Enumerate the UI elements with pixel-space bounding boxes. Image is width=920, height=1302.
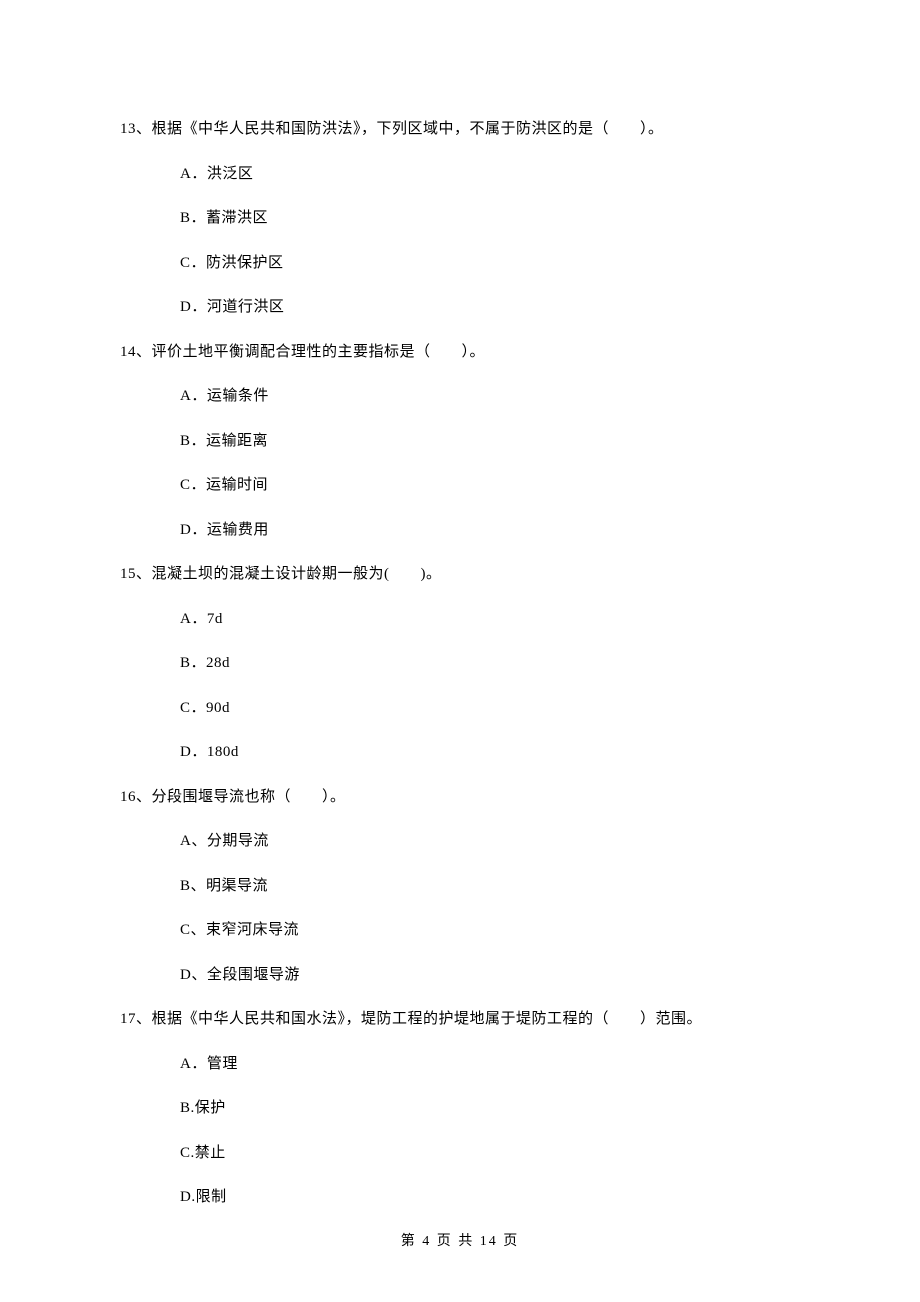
question-stem: 15、混凝土坝的混凝土设计龄期一般为( )。	[120, 563, 800, 586]
option-c: C.禁止	[180, 1142, 800, 1165]
question-number: 14、	[120, 344, 152, 360]
option-a: A．7d	[180, 608, 800, 631]
options-list: A．运输条件 B．运输距离 C．运输时间 D．运输费用	[120, 385, 800, 541]
option-c: C．防洪保护区	[180, 252, 800, 275]
question-number: 17、	[120, 1011, 152, 1027]
options-list: A．洪泛区 B．蓄滞洪区 C．防洪保护区 D．河道行洪区	[120, 163, 800, 319]
question-number: 16、	[120, 789, 152, 805]
option-b: B．运输距离	[180, 430, 800, 453]
options-list: A．管理 B.保护 C.禁止 D.限制	[120, 1053, 800, 1209]
option-b: B、明渠导流	[180, 875, 800, 898]
option-c: C、束窄河床导流	[180, 919, 800, 942]
question-14: 14、评价土地平衡调配合理性的主要指标是（ ）。 A．运输条件 B．运输距离 C…	[120, 341, 800, 542]
question-text: 根据《中华人民共和国防洪法》，下列区域中，不属于防洪区的是（ ）。	[152, 121, 664, 137]
option-d: D、全段围堰导游	[180, 964, 800, 987]
options-list: A．7d B．28d C．90d D．180d	[120, 608, 800, 764]
option-d: D．运输费用	[180, 519, 800, 542]
question-number: 13、	[120, 121, 152, 137]
question-13: 13、根据《中华人民共和国防洪法》，下列区域中，不属于防洪区的是（ ）。 A．洪…	[120, 118, 800, 319]
option-d: D.限制	[180, 1186, 800, 1209]
option-d: D．河道行洪区	[180, 296, 800, 319]
question-text: 分段围堰导流也称（ ）。	[152, 789, 346, 805]
option-b: B．28d	[180, 652, 800, 675]
question-stem: 14、评价土地平衡调配合理性的主要指标是（ ）。	[120, 341, 800, 364]
question-17: 17、根据《中华人民共和国水法》，堤防工程的护堤地属于堤防工程的（ ）范围。 A…	[120, 1008, 800, 1209]
question-text: 根据《中华人民共和国水法》，堤防工程的护堤地属于堤防工程的（ ）范围。	[152, 1011, 703, 1027]
option-a: A、分期导流	[180, 830, 800, 853]
option-b: B．蓄滞洪区	[180, 207, 800, 230]
option-a: A．洪泛区	[180, 163, 800, 186]
question-16: 16、分段围堰导流也称（ ）。 A、分期导流 B、明渠导流 C、束窄河床导流 D…	[120, 786, 800, 987]
page-content: 13、根据《中华人民共和国防洪法》，下列区域中，不属于防洪区的是（ ）。 A．洪…	[0, 0, 920, 1209]
option-b: B.保护	[180, 1097, 800, 1120]
page-footer: 第 4 页 共 14 页	[0, 1230, 920, 1250]
option-a: A．管理	[180, 1053, 800, 1076]
question-text: 混凝土坝的混凝土设计龄期一般为( )。	[152, 566, 442, 582]
option-c: C．运输时间	[180, 474, 800, 497]
option-a: A．运输条件	[180, 385, 800, 408]
question-stem: 16、分段围堰导流也称（ ）。	[120, 786, 800, 809]
options-list: A、分期导流 B、明渠导流 C、束窄河床导流 D、全段围堰导游	[120, 830, 800, 986]
question-number: 15、	[120, 566, 152, 582]
option-d: D．180d	[180, 741, 800, 764]
question-15: 15、混凝土坝的混凝土设计龄期一般为( )。 A．7d B．28d C．90d …	[120, 563, 800, 764]
option-c: C．90d	[180, 697, 800, 720]
question-stem: 17、根据《中华人民共和国水法》，堤防工程的护堤地属于堤防工程的（ ）范围。	[120, 1008, 800, 1031]
question-stem: 13、根据《中华人民共和国防洪法》，下列区域中，不属于防洪区的是（ ）。	[120, 118, 800, 141]
question-text: 评价土地平衡调配合理性的主要指标是（ ）。	[152, 344, 486, 360]
